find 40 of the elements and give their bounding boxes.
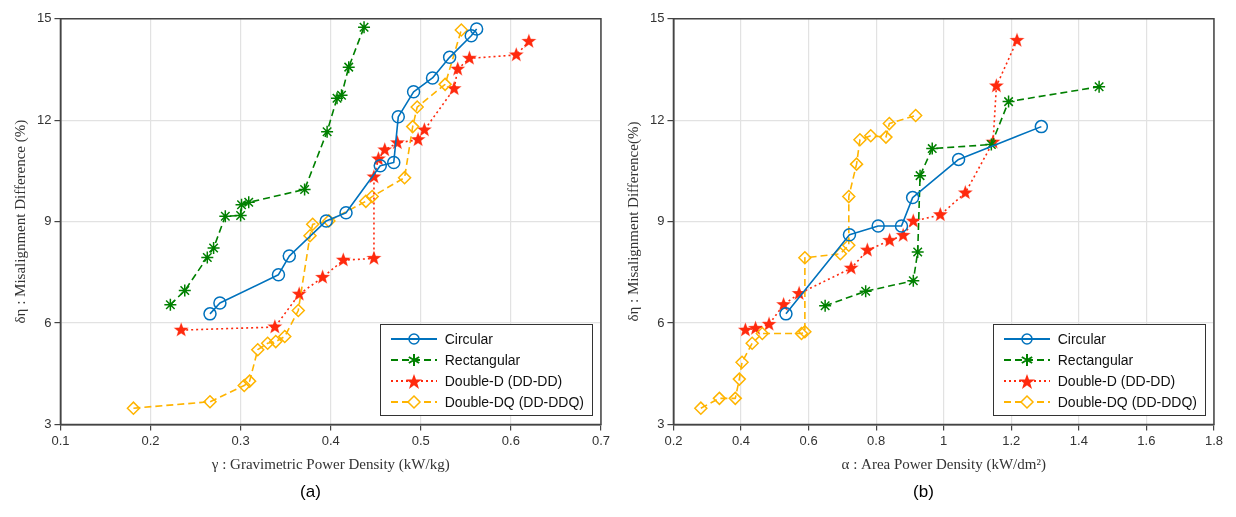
x-tick-label: 1.4 <box>1069 432 1088 448</box>
x-tick-label: 0.3 <box>231 432 250 448</box>
x-tick-label: 0.4 <box>321 432 340 448</box>
y-axis-title: δη : Misalignment Difference(%) <box>624 121 642 322</box>
x-axis-title: γ : Gravimetric Power Density (kW/kg) <box>210 455 450 473</box>
legend-label: Double-DQ (DD-DDQ) <box>1057 393 1197 410</box>
x-tick-label: 1 <box>940 432 948 448</box>
y-tick-label: 3 <box>44 415 52 431</box>
x-axis-title: α : Area Power Density (kW/dm²) <box>841 455 1046 473</box>
y-tick-label: 9 <box>44 213 52 229</box>
x-tick-label: 1.2 <box>1002 432 1021 448</box>
x-tick-label: 0.6 <box>799 432 818 448</box>
legend-label: Rectangular <box>444 351 521 368</box>
y-tick-label: 3 <box>657 415 665 431</box>
x-tick-label: 0.5 <box>411 432 430 448</box>
legend-label: Double-D (DD-DD) <box>444 372 563 389</box>
y-tick-label: 12 <box>649 111 665 127</box>
y-tick-label: 15 <box>649 10 665 26</box>
text: (b) <box>912 482 935 502</box>
x-tick-label: 0.8 <box>867 432 886 448</box>
x-tick-label: 0.2 <box>141 432 160 448</box>
legend-label: Circular <box>1057 330 1106 347</box>
legend-label: Double-D (DD-DD) <box>1057 372 1176 389</box>
x-tick-label: 1.8 <box>1204 432 1223 448</box>
legend-label: Circular <box>444 330 493 347</box>
x-tick-label: 0.7 <box>591 432 610 448</box>
x-tick-label: 0.4 <box>731 432 751 448</box>
x-tick-label: 0.6 <box>501 432 520 448</box>
legend-label: Double-DQ (DD-DDQ) <box>444 393 584 410</box>
x-tick-label: 0.1 <box>51 432 70 448</box>
legend-label: Rectangular <box>1057 351 1134 368</box>
x-tick-label: 0.2 <box>664 432 683 448</box>
y-axis-title: δη : Misalignment Difference (%) <box>11 119 29 324</box>
y-tick-label: 15 <box>36 10 52 26</box>
text: (a) <box>299 482 322 502</box>
x-tick-label: 1.6 <box>1137 432 1156 448</box>
y-tick-label: 6 <box>657 314 665 330</box>
y-tick-label: 9 <box>657 213 665 229</box>
y-tick-label: 12 <box>36 111 52 127</box>
y-tick-label: 6 <box>44 314 52 330</box>
